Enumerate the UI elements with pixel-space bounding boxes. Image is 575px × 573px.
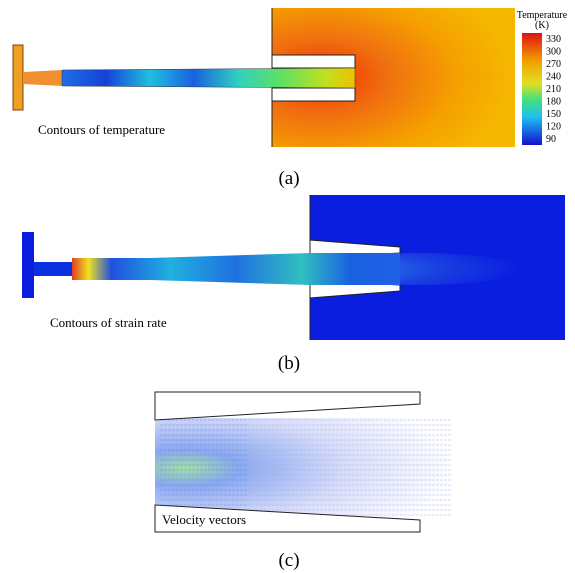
figure: Temperature (K) 330300270240210180150120… bbox=[0, 0, 575, 573]
caption: Contours of temperature bbox=[38, 122, 165, 137]
panel-label: (b) bbox=[278, 353, 300, 374]
panel-label: (a) bbox=[278, 168, 299, 189]
inlet-tube bbox=[23, 70, 62, 86]
caption: Contours of strain rate bbox=[50, 315, 167, 330]
colorbar-tick-label: 270 bbox=[546, 59, 561, 70]
colorbar-tick-label: 150 bbox=[546, 109, 561, 120]
panel-label: (c) bbox=[278, 550, 299, 571]
nozzle bbox=[62, 68, 355, 88]
panel-b: Contours of strain rate (b) bbox=[22, 195, 565, 374]
caption: Velocity vectors bbox=[162, 512, 246, 527]
nozzle bbox=[72, 253, 400, 285]
colorbar-tick-label: 120 bbox=[546, 122, 561, 133]
inlet-tube bbox=[34, 262, 72, 276]
colorbar-tick-label: 330 bbox=[546, 34, 561, 45]
colorbar-tick-label: 210 bbox=[546, 84, 561, 95]
inlet-plate bbox=[13, 45, 23, 110]
panel-c: Velocity vectors (c) bbox=[155, 392, 455, 571]
inlet-plate bbox=[22, 232, 34, 298]
wall bbox=[155, 392, 420, 420]
colorbar-unit: (K) bbox=[535, 20, 549, 31]
panel-a: Temperature (K) 330300270240210180150120… bbox=[13, 8, 568, 189]
colorbar-tick-label: 90 bbox=[546, 134, 556, 145]
page: Temperature (K) 330300270240210180150120… bbox=[0, 0, 575, 573]
colorbar bbox=[522, 33, 542, 145]
colorbar-tick-label: 240 bbox=[546, 72, 561, 83]
colorbar-tick-label: 180 bbox=[546, 97, 561, 108]
colorbar-tick-label: 300 bbox=[546, 47, 561, 58]
velocity-field bbox=[155, 418, 455, 518]
